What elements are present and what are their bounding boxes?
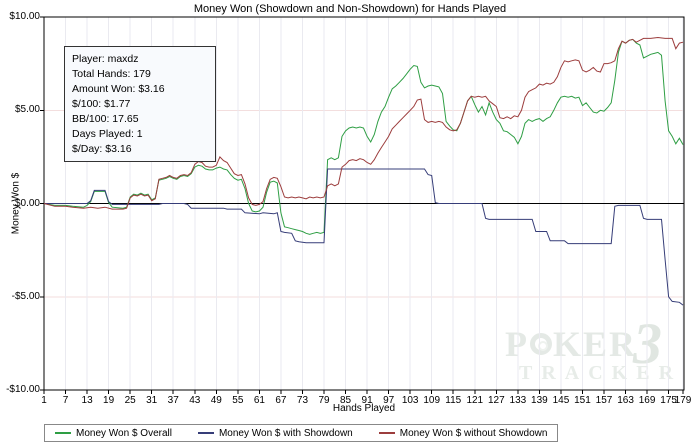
x-tick-label: 157 [595, 395, 613, 406]
x-tick-label: 115 [445, 395, 462, 406]
x-tick-label: 31 [146, 395, 158, 406]
series-line-1 [44, 168, 684, 306]
stats-line-player: Player: maxdz [72, 53, 139, 65]
legend-label-without-showdown: Money Won $ without Showdown [399, 427, 548, 439]
x-tick-label: 1 [41, 395, 47, 406]
legend-label-with-showdown: Money Won $ with Showdown [218, 427, 353, 439]
x-tick-label: 103 [401, 395, 419, 406]
stats-line-per-day: $/Day: $3.16 [72, 143, 132, 155]
x-tick-label: 109 [423, 395, 441, 406]
stats-line-days-played: Days Played: 1 [72, 128, 143, 140]
x-tick-label: 151 [574, 395, 591, 406]
x-tick-label: 61 [253, 395, 265, 406]
x-tick-label: 37 [167, 395, 179, 406]
x-tick-label: 25 [124, 395, 136, 406]
x-tick-label: 67 [275, 395, 287, 406]
x-tick-label: 79 [318, 395, 330, 406]
stats-box: Player: maxdz Total Hands: 179 Amount Wo… [64, 46, 216, 162]
stats-line-per-100: $/100: $1.77 [72, 98, 131, 110]
x-tick-label: 43 [189, 395, 201, 406]
x-tick-label: 121 [466, 395, 484, 406]
x-tick-label: 91 [361, 395, 373, 406]
watermark-ker: KER [553, 324, 638, 364]
x-tick-label: 73 [296, 395, 309, 406]
line-swatch-overall [55, 432, 71, 434]
legend-item-with-showdown: Money Won $ with Showdown [197, 427, 353, 439]
x-tick-label: 175 [660, 395, 677, 406]
line-swatch-without-showdown [378, 432, 395, 434]
x-tick-label: 7 [62, 395, 69, 406]
legend-item-overall: Money Won $ Overall [55, 428, 172, 439]
x-tick-label: 179 [674, 395, 692, 406]
x-tick-label: 49 [210, 395, 222, 406]
x-tick-label: 145 [552, 395, 570, 406]
x-tick-label: 85 [339, 395, 352, 406]
legend: Money Won $ Overall Money Won $ with Sho… [44, 424, 559, 442]
x-tick-label: 13 [81, 395, 93, 406]
series-line-0 [43, 38, 684, 235]
series-line-2 [43, 36, 684, 210]
x-tick-label: 127 [487, 395, 505, 406]
legend-item-without-showdown: Money Won $ without Showdown [378, 427, 548, 439]
x-tick-label: 97 [383, 395, 395, 406]
watermark-tracker: TRACKER [519, 362, 683, 384]
y-tick-label: $5.00 [14, 104, 40, 116]
line-swatch-with-showdown [197, 432, 214, 434]
x-tick-label: 133 [509, 395, 527, 406]
stats-line-total-hands: Total Hands: 179 [72, 68, 151, 80]
x-tick-label: 163 [617, 395, 634, 406]
x-tick-label: 169 [638, 395, 656, 406]
stats-line-amount-won: Amount Won: $3.16 [72, 83, 165, 95]
x-tick-label: 55 [232, 395, 244, 406]
stats-line-bb-100: BB/100: 17.65 [72, 113, 139, 125]
x-axis-label: Hands Played [332, 403, 396, 414]
y-tick-label: $0.00 [14, 197, 40, 209]
x-tick-label: 139 [531, 395, 548, 406]
y-tick-label: $10.00 [9, 11, 40, 22]
chart-title: Money Won (Showdown and Non-Showdown) fo… [193, 3, 507, 15]
y-tick-label: -$10.00 [6, 384, 40, 395]
watermark-p: P [505, 324, 529, 364]
legend-label-overall: Money Won $ Overall [76, 427, 172, 439]
y-tick-label: -$5.00 [11, 290, 40, 302]
x-tick-label: 19 [103, 395, 115, 406]
